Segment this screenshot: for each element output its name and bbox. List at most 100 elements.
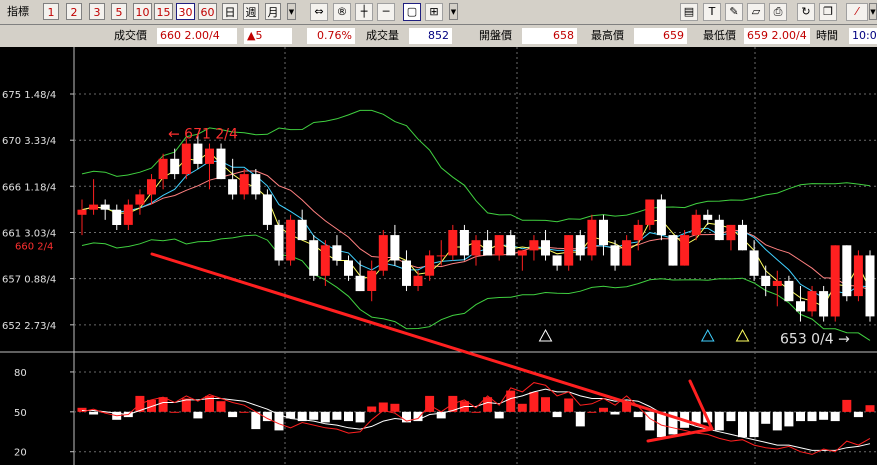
price-chart[interactable]: 675 1.48/4 670 3.33/4 666 1.18/4 661 3.03/4…	[0, 47, 877, 465]
crosshair-icon[interactable]: ┼	[355, 3, 373, 21]
eraser-icon[interactable]: ▱	[747, 3, 765, 21]
osc-line-k	[81, 382, 871, 455]
price-tick-label: 670 3.33/4	[2, 136, 56, 147]
candle-down	[703, 214, 713, 220]
osc-bar-down	[645, 411, 655, 431]
candle-down	[355, 275, 365, 292]
candle-down	[738, 224, 747, 251]
candle-down	[193, 143, 203, 164]
candle-down	[390, 235, 400, 261]
period-button-week[interactable]: 週	[243, 3, 259, 20]
period-button-3[interactable]: 3	[89, 3, 105, 20]
reset-icon[interactable]: ®	[333, 3, 351, 21]
trend-icon[interactable]: ⁄	[846, 3, 868, 21]
candle-down	[112, 209, 122, 225]
osc-bar-down	[274, 411, 284, 431]
toolbox-icon[interactable]: ▤	[680, 3, 698, 21]
toolbar: 指標 1 2 3 5 10 15 30 60 日 週 月 ▼ ⇔ ® ┼ ─ ▢…	[0, 0, 877, 25]
period-button-15[interactable]: 15	[154, 3, 173, 20]
text-tool-icon[interactable]: T	[703, 3, 721, 21]
change-value: ▲5	[244, 28, 292, 44]
refresh-icon[interactable]: ↻	[797, 3, 815, 21]
osc-bar-up	[205, 395, 214, 412]
print-icon[interactable]: ⎙	[769, 3, 787, 21]
candle-down	[344, 260, 353, 276]
osc-bar-down	[853, 411, 863, 418]
trend-arrow-head-upper	[688, 379, 714, 431]
osc-bar-down	[251, 411, 261, 430]
quote-bar: 成交價 660 2.00/4 ▲5 0.76% 成交量 852 開盤價 658 …	[0, 25, 877, 47]
candle-down	[865, 255, 875, 317]
candle-up	[205, 148, 214, 164]
candle-down	[761, 275, 771, 286]
osc-line-d	[82, 388, 871, 451]
osc-bar-down	[726, 411, 736, 422]
indicator-label[interactable]: 指標	[7, 5, 29, 18]
period-button-month[interactable]: 月	[265, 3, 281, 20]
low-annotation: 653 0/4 →	[780, 332, 850, 348]
candle-down	[262, 194, 272, 225]
signal-marker	[700, 328, 715, 342]
candle-up	[181, 143, 191, 175]
tool-dropdown-icon[interactable]: ▼	[449, 3, 458, 20]
minus-icon[interactable]: ─	[377, 3, 395, 21]
candle-up	[239, 174, 249, 195]
osc-bar-down	[332, 411, 342, 420]
candle-down	[541, 240, 550, 256]
candle-up	[691, 214, 701, 236]
osc-bar-up	[564, 398, 574, 412]
period-button-60[interactable]: 60	[198, 3, 217, 20]
low-price-label: 最低價	[703, 29, 736, 42]
grid-icon[interactable]: ⊞	[425, 3, 443, 21]
price-tick-label: 666 1.18/4	[2, 182, 56, 193]
candle-up	[77, 209, 87, 215]
period-button-30[interactable]: 30	[176, 3, 195, 20]
osc-bar-down	[320, 411, 330, 423]
osc-bar-down	[344, 411, 353, 422]
period-dropdown-icon[interactable]: ▼	[287, 3, 296, 20]
signal-marker	[538, 328, 553, 342]
osc-bar-down	[309, 411, 319, 420]
period-button-day[interactable]: 日	[222, 3, 238, 20]
osc-bar-up	[216, 401, 226, 412]
candle-down	[714, 219, 724, 241]
osc-bar-down	[738, 411, 747, 438]
candle-down	[796, 301, 805, 312]
candle-down	[749, 250, 759, 276]
period-button-5[interactable]: 5	[111, 3, 127, 20]
osc-bar-down	[552, 411, 562, 418]
select-icon[interactable]: ▢	[403, 3, 421, 21]
candle-up	[807, 291, 817, 312]
osc-bar-up	[147, 399, 156, 412]
candle-up	[772, 280, 782, 286]
open-price-label: 開盤價	[479, 29, 512, 42]
pen-icon[interactable]: ✎	[725, 3, 743, 21]
osc-bar-down	[807, 411, 817, 422]
osc-bar-down	[761, 411, 771, 424]
candle-down	[251, 174, 261, 195]
change-percent-value: 0.76%	[307, 28, 355, 44]
period-button-2[interactable]: 2	[66, 3, 82, 20]
osc-tick-label: 50	[14, 408, 27, 419]
candle-up	[645, 199, 655, 225]
copy-icon[interactable]: ❐	[819, 3, 837, 21]
period-button-1[interactable]: 1	[43, 3, 59, 20]
period-button-10[interactable]: 10	[133, 3, 152, 20]
candle-down	[459, 230, 469, 256]
bollinger-lower-line	[81, 234, 871, 341]
osc-bar-down	[436, 411, 446, 419]
osc-bar-up	[471, 411, 481, 413]
osc-bar-up	[483, 397, 493, 412]
osc-bar-down	[691, 411, 701, 426]
trend-dropdown-icon[interactable]: ▼	[869, 3, 877, 20]
osc-bar-down	[494, 411, 504, 419]
candle-up	[320, 245, 330, 276]
candle-up	[587, 219, 597, 256]
osc-bar-down	[772, 411, 782, 431]
candle-up	[853, 255, 863, 297]
candle-down	[483, 240, 493, 256]
move-icon[interactable]: ⇔	[310, 3, 328, 21]
osc-bar-down	[668, 411, 678, 435]
candle-up	[89, 204, 99, 210]
osc-bar-down	[297, 411, 307, 422]
